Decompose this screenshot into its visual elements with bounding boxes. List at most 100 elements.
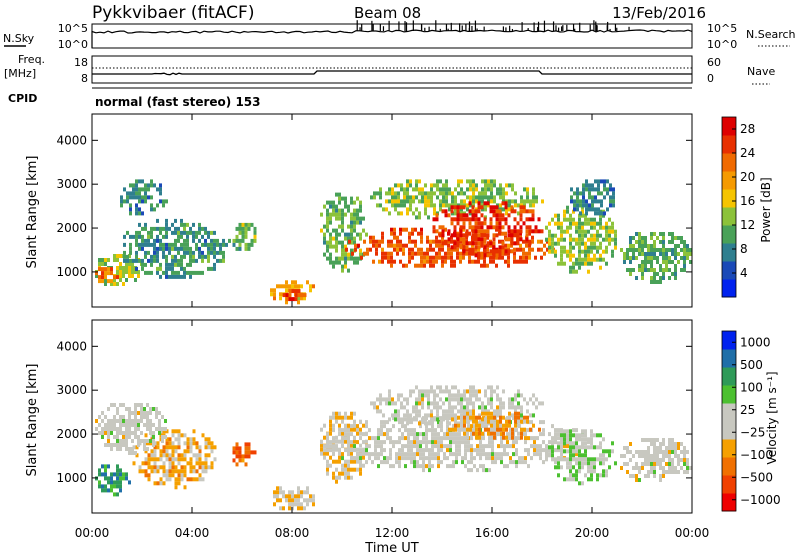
range-cell xyxy=(480,213,484,218)
range-cell xyxy=(171,262,174,267)
range-cell xyxy=(472,401,475,406)
range-cell xyxy=(477,221,481,226)
range-cell xyxy=(448,421,451,426)
range-cell xyxy=(207,258,210,263)
range-cell xyxy=(445,203,448,208)
range-cell xyxy=(285,293,289,298)
range-cell xyxy=(599,245,602,250)
range-cell xyxy=(134,403,137,407)
nsky-spikes xyxy=(356,20,630,31)
range-cell xyxy=(528,241,532,246)
range-cell xyxy=(363,239,366,244)
range-cell xyxy=(440,424,443,429)
range-cell xyxy=(232,238,236,243)
range-cell xyxy=(433,203,436,208)
range-cell xyxy=(356,256,359,261)
range-cell xyxy=(430,183,433,188)
range-cell xyxy=(566,477,569,482)
range-cell xyxy=(599,221,602,226)
range-cell xyxy=(469,409,472,414)
range-cell xyxy=(128,435,131,439)
range-cell xyxy=(362,216,365,221)
range-cell xyxy=(138,246,141,251)
range-cell xyxy=(347,268,350,273)
range-cell xyxy=(144,187,147,192)
range-cell xyxy=(501,241,505,246)
range-cell xyxy=(478,427,481,432)
range-cell xyxy=(453,247,456,252)
range-cell xyxy=(606,187,609,192)
range-cell xyxy=(453,217,457,222)
range-cell xyxy=(341,419,344,424)
range-cell xyxy=(152,407,155,411)
range-cell xyxy=(125,427,128,431)
range-cell xyxy=(548,249,551,254)
range-cell xyxy=(596,229,599,234)
range-cell xyxy=(489,209,493,214)
x-tick-label: 20:00 xyxy=(575,526,610,540)
range-cell xyxy=(623,446,626,450)
range-cell xyxy=(491,460,494,465)
range-cell xyxy=(416,448,419,453)
range-cell xyxy=(578,465,581,470)
range-cell xyxy=(279,498,282,503)
range-cell xyxy=(516,229,520,234)
range-cell xyxy=(119,423,122,427)
range-cell xyxy=(101,472,104,477)
colorbar-tick-label: 4 xyxy=(740,266,748,280)
range-cell xyxy=(585,179,588,184)
range-cell xyxy=(376,397,379,402)
range-cell xyxy=(456,205,460,210)
range-cell xyxy=(335,411,338,416)
range-cell xyxy=(647,450,650,454)
range-cell xyxy=(480,241,484,246)
range-cell xyxy=(468,259,471,264)
range-cell xyxy=(677,470,680,474)
range-cell xyxy=(413,436,416,441)
range-cell xyxy=(390,239,393,244)
range-cell xyxy=(273,490,276,495)
range-cell xyxy=(297,289,301,294)
range-cell xyxy=(569,269,572,274)
range-cell xyxy=(608,225,611,230)
range-cell xyxy=(381,259,384,264)
range-cell xyxy=(411,247,414,252)
range-cell xyxy=(611,237,614,242)
range-cell xyxy=(122,472,125,477)
range-cell xyxy=(442,409,445,414)
range-cell xyxy=(436,179,439,184)
range-cell xyxy=(401,444,404,449)
range-cell xyxy=(514,191,517,196)
range-cell xyxy=(445,397,448,402)
range-cell xyxy=(474,213,478,218)
range-cell xyxy=(338,451,341,456)
range-cell xyxy=(508,405,511,410)
range-cell xyxy=(415,207,418,212)
range-cell xyxy=(420,263,423,268)
range-cell xyxy=(437,420,440,425)
range-cell xyxy=(162,250,165,255)
range-cell xyxy=(542,420,545,425)
range-cell xyxy=(519,231,522,236)
range-cell xyxy=(662,450,665,454)
range-cell xyxy=(635,462,638,466)
range-cell xyxy=(174,258,177,263)
range-cell xyxy=(490,397,493,402)
range-cell xyxy=(517,405,520,410)
range-cell xyxy=(189,226,192,231)
range-cell xyxy=(428,428,431,433)
range-cell xyxy=(144,222,147,227)
range-cell xyxy=(329,423,332,428)
range-cell xyxy=(575,445,578,450)
range-cell xyxy=(520,199,523,204)
range-cell xyxy=(599,265,602,270)
range-cell xyxy=(116,282,119,286)
range-cell xyxy=(381,247,384,252)
range-cell xyxy=(134,278,137,282)
range-cell xyxy=(641,450,644,454)
range-cell xyxy=(132,234,135,239)
range-cell xyxy=(442,417,445,422)
range-cell xyxy=(456,221,460,226)
range-cell xyxy=(153,453,157,458)
range-cell xyxy=(407,436,410,441)
